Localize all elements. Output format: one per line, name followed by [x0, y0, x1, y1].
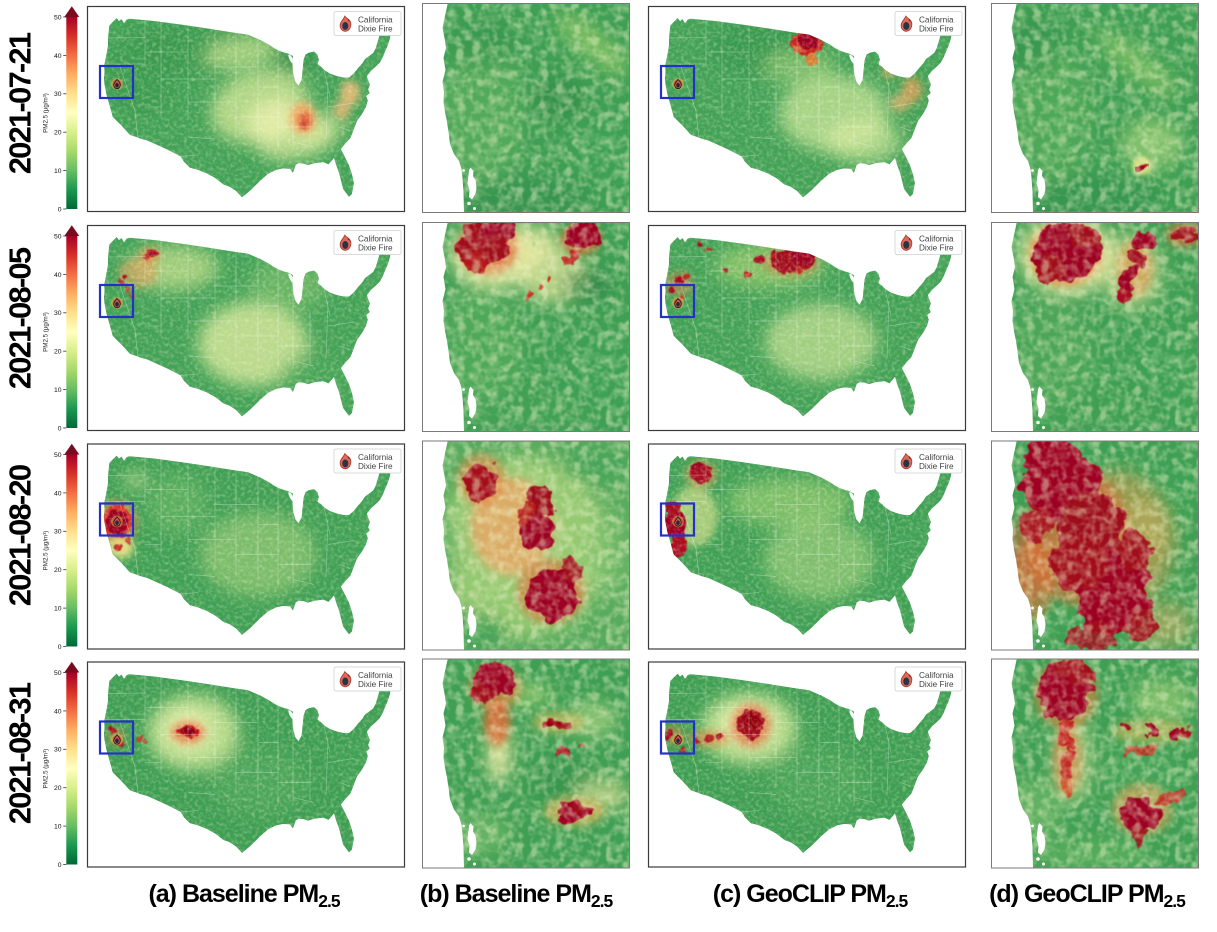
svg-text:2021-07-21: 2021-07-21 — [3, 32, 38, 174]
svg-text:2021-08-05: 2021-08-05 — [3, 247, 38, 389]
svg-text:2021-08-20: 2021-08-20 — [3, 465, 38, 606]
svg-text:2021-08-31: 2021-08-31 — [3, 682, 38, 824]
svg-text:(a) Baseline PM2.5: (a) Baseline PM2.5 — [148, 880, 340, 911]
svg-text:(d) GeoCLIP PM2.5: (d) GeoCLIP PM2.5 — [989, 880, 1186, 911]
svg-text:(c) GeoCLIP PM2.5: (c) GeoCLIP PM2.5 — [713, 880, 909, 911]
svg-text:(b) Baseline PM2.5: (b) Baseline PM2.5 — [420, 880, 614, 911]
